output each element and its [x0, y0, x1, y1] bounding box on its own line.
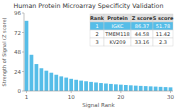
table-cell	[90, 30, 104, 38]
table-header: Z score	[132, 15, 153, 21]
table-cell	[153, 38, 173, 46]
bar	[169, 87, 173, 91]
bar	[144, 86, 148, 91]
bar	[44, 71, 48, 91]
bar	[109, 84, 113, 91]
bar	[149, 86, 153, 91]
title: Human Protein Microarray Specificity Val…	[14, 2, 164, 10]
table-cell	[90, 22, 104, 30]
bar	[119, 85, 123, 91]
table-text: 51.78	[156, 23, 170, 29]
bar	[35, 64, 39, 91]
table-cell	[104, 38, 131, 46]
table-header-cell	[153, 14, 173, 22]
table-text: 2.3	[159, 39, 167, 45]
bar	[40, 68, 44, 91]
bar	[74, 80, 78, 91]
table-header: Protein	[107, 15, 128, 21]
table-cell	[153, 30, 173, 38]
table-text: IGKC	[112, 23, 124, 29]
y-label: Strength of Signal (Z score)	[1, 17, 8, 86]
bar	[59, 76, 63, 91]
y-tick-label: 0	[18, 88, 22, 94]
bars	[25, 21, 173, 91]
y-tick-label: 72	[14, 30, 21, 36]
x-tick-label: 20	[117, 94, 124, 100]
table-text: KV209	[109, 39, 125, 45]
bar	[124, 85, 128, 91]
x-axis	[24, 91, 173, 92]
y-tick	[22, 71, 24, 72]
y-tick	[22, 52, 24, 53]
bar	[30, 55, 34, 91]
x-tick-label: 1	[25, 94, 29, 100]
table-header-cell	[131, 14, 153, 22]
bar	[159, 87, 163, 91]
x-tick-label: 30	[167, 94, 174, 100]
bar	[79, 81, 83, 91]
bar	[104, 84, 108, 91]
bar	[84, 81, 88, 91]
table-text: 33.16	[135, 39, 149, 45]
bar	[129, 85, 133, 91]
table-cell	[131, 30, 153, 38]
table-cell	[104, 22, 131, 30]
table-text: 11.42	[156, 31, 170, 37]
table-text: 1	[95, 23, 98, 29]
table-header-cell	[104, 14, 131, 22]
y-tick-label: 48	[14, 49, 21, 55]
table-cell	[131, 22, 153, 30]
bar	[69, 79, 73, 91]
table-header-cell	[90, 14, 104, 22]
table-text: 44.58	[135, 31, 149, 37]
bar	[54, 75, 58, 91]
y-tick	[22, 13, 24, 14]
table-cell	[90, 38, 104, 46]
table-cell	[153, 22, 173, 30]
bar	[139, 86, 143, 91]
table-header: Rank	[90, 15, 105, 21]
table-text: 3	[95, 39, 98, 45]
y-tick	[22, 32, 24, 33]
bar	[64, 78, 68, 91]
table: RankProtein Z scoreS score 1 IGKC 86.37 51.78…	[90, 14, 174, 46]
bar	[89, 82, 93, 91]
bar	[99, 83, 103, 91]
bar	[114, 84, 118, 91]
table-text: 86.37	[135, 23, 149, 29]
y-tick-label: 24	[14, 69, 21, 75]
table-cell	[131, 38, 153, 46]
table-cell	[104, 30, 131, 38]
bar	[134, 86, 138, 91]
table-text: 2	[95, 31, 98, 37]
x-tick-label: 10	[68, 94, 75, 100]
bar	[25, 21, 29, 91]
table-header: S score	[153, 15, 174, 21]
bar	[154, 87, 158, 91]
x-label: Signal Rank	[82, 102, 115, 109]
y-tick-label: 96	[14, 10, 21, 16]
y-tick	[22, 91, 24, 92]
chart: Human Protein Microarray Specificity Val…	[0, 0, 177, 109]
table-text: TMEM118	[104, 31, 129, 37]
bar	[164, 87, 168, 91]
bar	[94, 82, 98, 91]
bar	[49, 73, 53, 91]
